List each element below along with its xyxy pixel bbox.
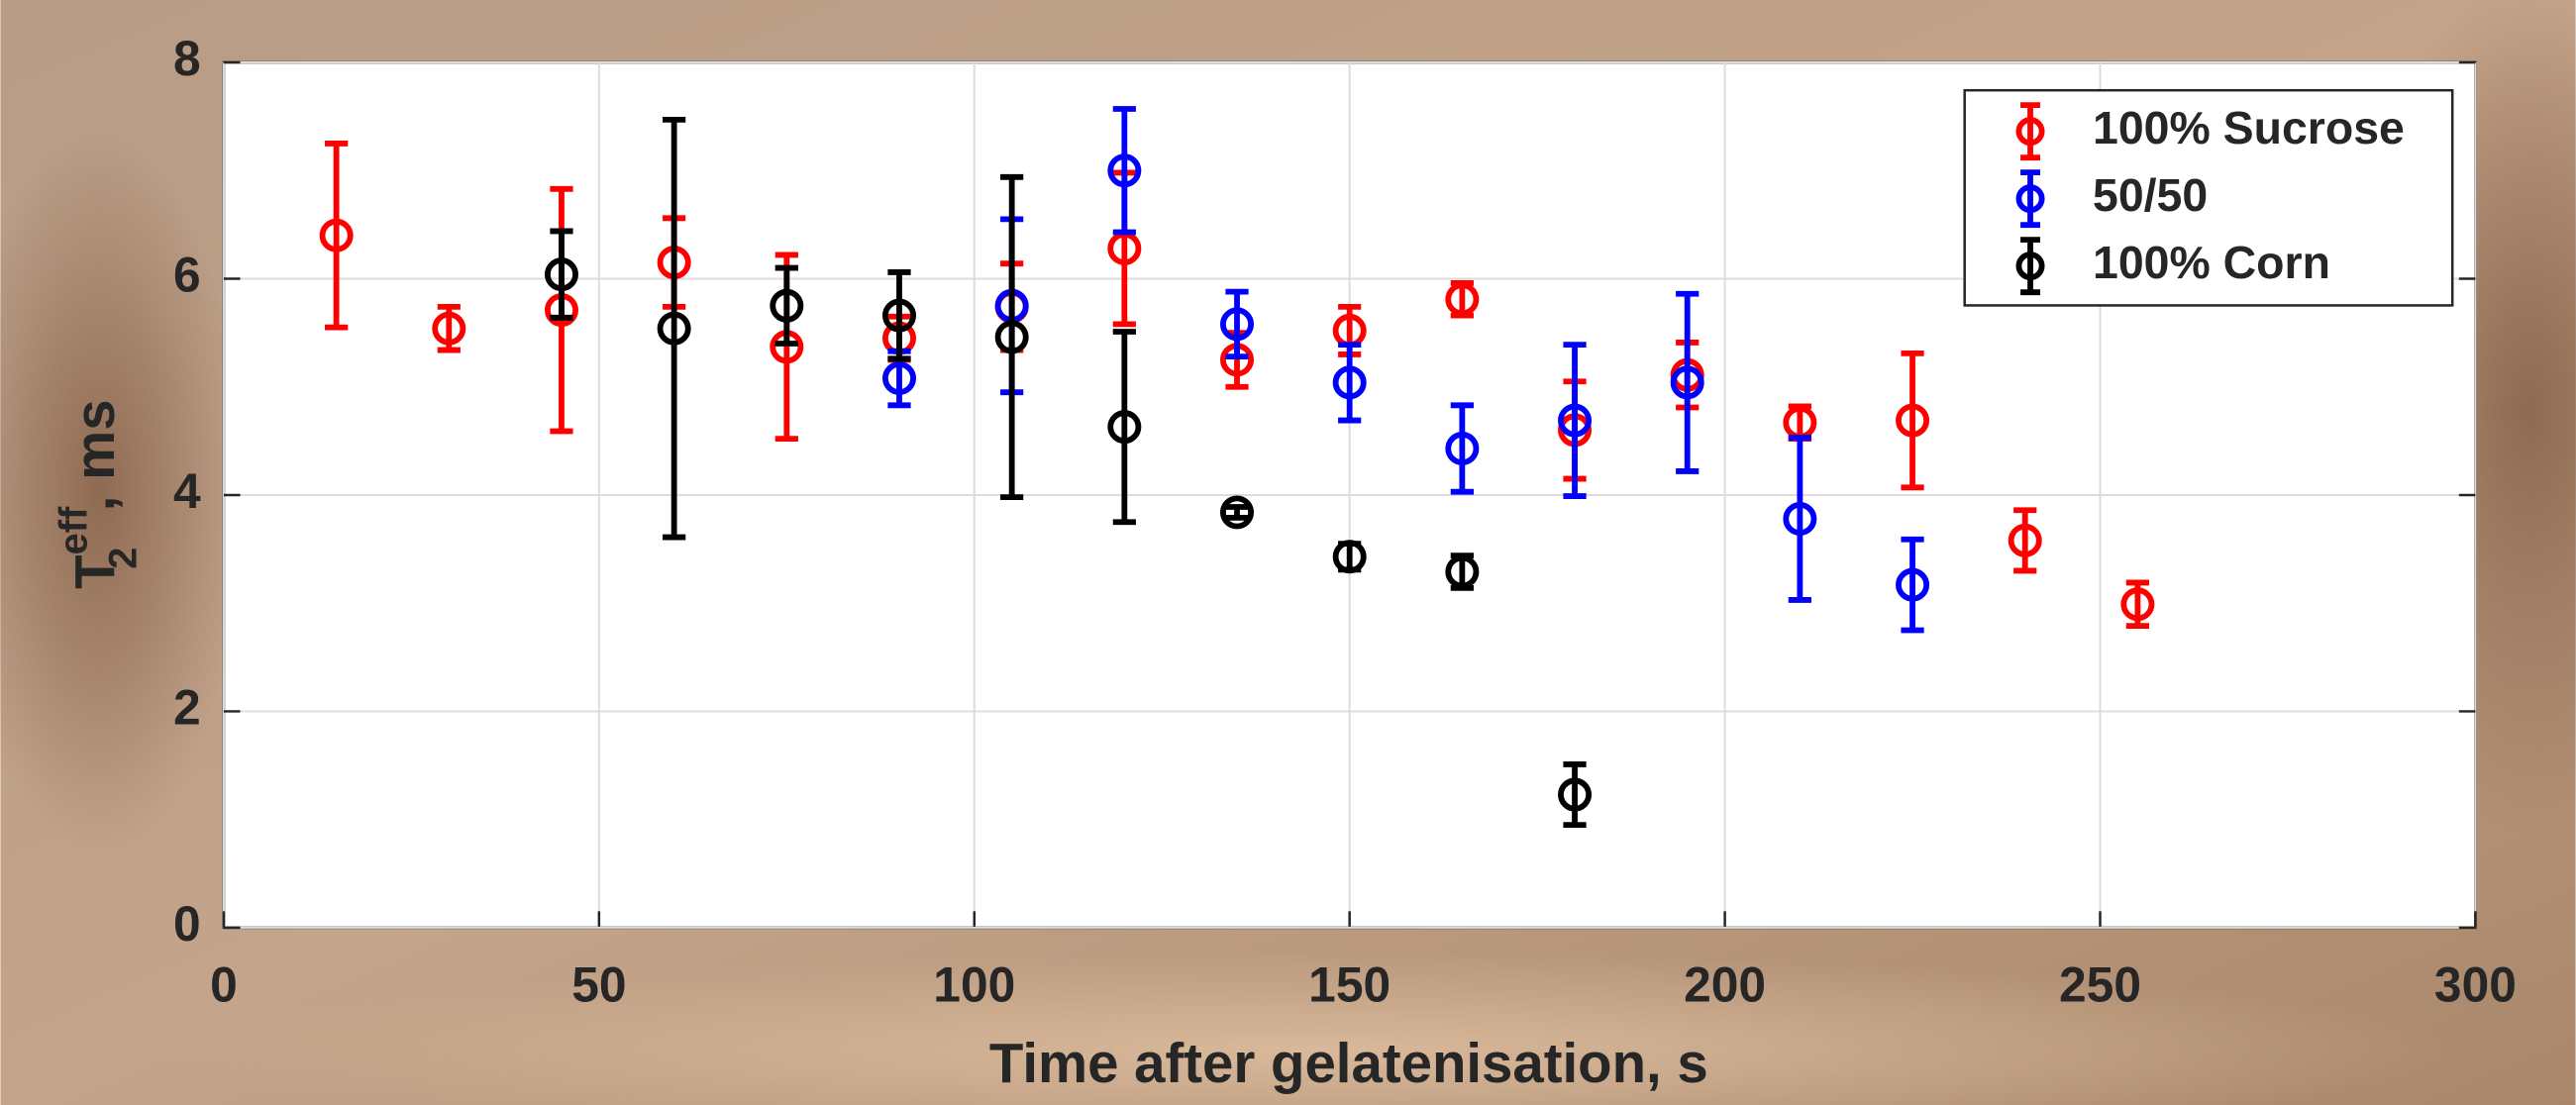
marks <box>319 106 2155 829</box>
data-point <box>1558 777 1593 812</box>
data-point <box>1670 365 1704 400</box>
data-point <box>881 360 916 395</box>
error-bar <box>1225 504 1249 521</box>
error-bar <box>1563 761 1587 829</box>
y-label-sup: eff <box>52 506 95 554</box>
data-point <box>1783 501 1817 536</box>
error-bar <box>2013 507 2037 574</box>
data-point <box>1445 282 1480 317</box>
y-tick-label: 8 <box>173 31 201 86</box>
data-point <box>1896 403 1930 438</box>
legend-box <box>1963 88 2454 307</box>
background-blob <box>0 131 248 854</box>
error-bar <box>1901 536 1924 634</box>
error-bar <box>1225 288 1249 360</box>
legend-icon <box>2015 184 2045 214</box>
x-tick-label: 100 <box>933 956 1015 1012</box>
x-tick-label: 250 <box>2059 956 2141 1012</box>
y-tick-label: 2 <box>173 680 201 736</box>
x-tick-label: 150 <box>1308 956 1391 1012</box>
error-bar <box>887 269 911 362</box>
x-tick-label: 300 <box>2434 956 2517 1012</box>
y-label-sub: 2 <box>101 548 145 569</box>
error-bar <box>1563 342 1587 499</box>
grid: 0 50 100 150 200 250 300 0 2 4 6 8 <box>173 31 2517 1012</box>
y-tick-label: 0 <box>173 896 201 952</box>
data-point <box>657 311 691 346</box>
legend: 100% Sucrose 50/50 100% Corn <box>1963 88 2454 307</box>
data-point <box>1332 540 1367 574</box>
error-bar <box>774 264 798 347</box>
data-point <box>2120 587 2155 622</box>
error-bar <box>1338 342 1362 424</box>
x-axis-label: Time after gelatenisation, s <box>989 1032 1708 1094</box>
data-point <box>1896 567 1930 602</box>
legend-label: 100% Corn <box>2093 237 2330 288</box>
legend-icon <box>2020 102 2040 161</box>
x-tick-label: 0 <box>210 956 238 1012</box>
data-point <box>994 320 1029 354</box>
error-bar <box>663 117 686 541</box>
error-bar <box>550 228 573 321</box>
legend-icon <box>2015 251 2045 281</box>
data-point <box>1445 431 1480 465</box>
data-point <box>2008 523 2042 557</box>
error-bar <box>1788 435 1811 603</box>
error-bar <box>325 141 349 331</box>
data-point <box>1445 554 1480 589</box>
error-bar <box>1676 290 1700 474</box>
data-point <box>1220 495 1255 530</box>
data-point <box>1332 365 1367 400</box>
legend-icon <box>2020 237 2040 296</box>
data-point <box>770 288 804 323</box>
error-bar <box>1450 402 1474 495</box>
x-tick-label: 50 <box>571 956 626 1012</box>
error-bar <box>1112 106 1136 236</box>
y-axis-label: Teff 2 , ms <box>52 399 145 588</box>
data-point <box>1107 153 1142 188</box>
data-point <box>1558 403 1593 438</box>
legend-label: 50/50 <box>2093 169 2208 221</box>
data-point <box>319 218 354 252</box>
error-bar <box>1112 329 1136 526</box>
data-point <box>1107 410 1142 445</box>
y-label-unit: , ms <box>63 399 126 511</box>
y-tick-label: 6 <box>173 248 201 303</box>
data-point <box>1220 307 1255 342</box>
error-bar <box>1000 173 1024 501</box>
x-tick-label: 200 <box>1684 956 1766 1012</box>
data-point <box>881 298 916 333</box>
legend-label: 100% Sucrose <box>2093 102 2405 153</box>
legend-icon <box>2020 169 2040 229</box>
legend-icon <box>2015 117 2045 147</box>
y-tick-label: 4 <box>173 463 201 519</box>
data-point <box>432 311 466 346</box>
error-bar <box>1901 350 1924 491</box>
data-point <box>544 257 578 292</box>
background-blob <box>164 952 2464 1105</box>
y-label-base: T <box>63 554 126 588</box>
